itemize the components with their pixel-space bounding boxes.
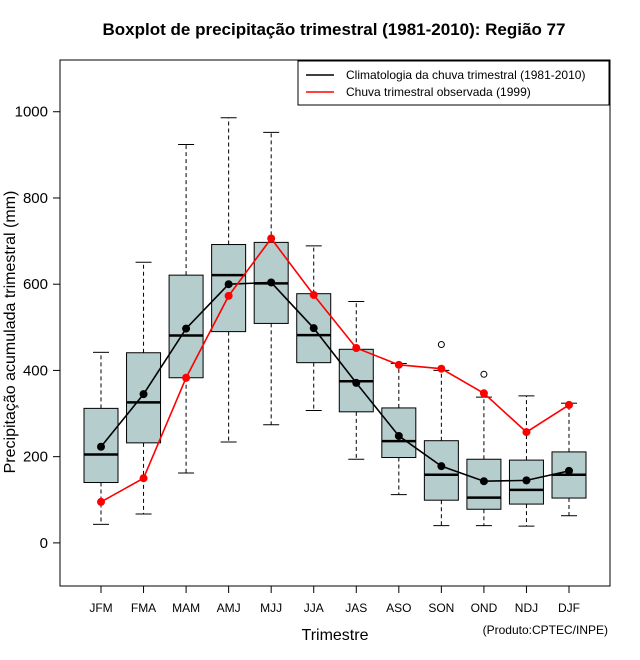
legend-label-observed: Chuva trimestral observada (1999) bbox=[346, 85, 531, 99]
series-point-ASO bbox=[394, 431, 403, 440]
chart-title: Boxplot de precipitação trimestral (1981… bbox=[103, 20, 566, 39]
x-tick-label: FMA bbox=[131, 601, 156, 615]
legend-box bbox=[297, 60, 610, 106]
series-point-SON bbox=[437, 364, 446, 373]
series-point-NDJ bbox=[522, 428, 531, 437]
series-line bbox=[100, 237, 570, 503]
series-layer bbox=[97, 234, 573, 506]
outlier-point bbox=[437, 341, 445, 349]
x-tick-label: SON bbox=[428, 601, 454, 615]
series-point-DJF bbox=[565, 400, 573, 409]
box-MAM bbox=[168, 144, 204, 474]
series-point-AMJ bbox=[224, 291, 233, 300]
x-tick-label: JAS bbox=[345, 601, 367, 615]
y-tick-label: 400 bbox=[23, 362, 48, 379]
series-point-FMA bbox=[139, 474, 148, 483]
box-ASO bbox=[381, 363, 417, 496]
y-tick-label: 1000 bbox=[15, 104, 48, 121]
x-tick-label: ASO bbox=[386, 601, 411, 615]
series-point-JAS bbox=[352, 378, 361, 387]
x-tick-label: MJJ bbox=[260, 601, 282, 615]
x-tick-label: DJF bbox=[558, 601, 580, 615]
series-observed bbox=[97, 234, 573, 506]
y-tick-label: 800 bbox=[23, 190, 48, 207]
series-point-JAS bbox=[352, 344, 361, 353]
series-point-JJA bbox=[309, 324, 318, 333]
series-point-DJF bbox=[565, 466, 573, 475]
plot-frame bbox=[59, 59, 611, 587]
series-point-NDJ bbox=[522, 476, 531, 485]
series-point-JJA bbox=[309, 290, 318, 299]
series-line bbox=[100, 281, 570, 483]
box-NDJ bbox=[508, 395, 544, 527]
legend-label-climatology: Climatologia da chuva trimestral (1981-2… bbox=[346, 68, 585, 82]
x-tick-label: JJA bbox=[304, 601, 324, 615]
series-point-OND bbox=[479, 477, 488, 486]
x-tick-label: JFM bbox=[89, 601, 112, 615]
legend: Climatologia da chuva trimestral (1981-2… bbox=[297, 60, 610, 106]
axes-layer: 0 200 400 600 800 1000 JFM FMA MAM AMJ MJJ JJA JAS AS… bbox=[15, 104, 580, 615]
series-point-MAM bbox=[182, 373, 191, 382]
box-DJF bbox=[551, 402, 587, 517]
series-point-MJJ bbox=[267, 278, 276, 287]
series-point-MJJ bbox=[267, 234, 276, 243]
x-tick-label: OND bbox=[471, 601, 498, 615]
x-tick-label: AMJ bbox=[217, 601, 241, 615]
series-point-JFM bbox=[97, 442, 105, 451]
y-axis-label: Precipitação acumulada trimestral (mm) bbox=[2, 191, 19, 474]
series-climatology bbox=[97, 278, 573, 486]
series-point-ASO bbox=[394, 360, 403, 369]
credit-text: (Produto:CPTEC/INPE) bbox=[483, 623, 608, 637]
x-axis-label: Trimestre bbox=[302, 627, 369, 644]
series-point-OND bbox=[479, 389, 488, 398]
x-tick-label: MAM bbox=[172, 601, 200, 615]
x-tick-label: NDJ bbox=[515, 601, 538, 615]
series-point-JFM bbox=[97, 497, 105, 506]
y-tick-label: 200 bbox=[23, 449, 48, 466]
series-point-AMJ bbox=[224, 280, 233, 289]
series-point-MAM bbox=[182, 324, 191, 333]
y-tick-label: 600 bbox=[23, 276, 48, 293]
series-point-FMA bbox=[139, 390, 148, 399]
outlier-point bbox=[480, 370, 488, 378]
series-point-SON bbox=[437, 462, 446, 471]
y-tick-label: 0 bbox=[40, 535, 48, 552]
